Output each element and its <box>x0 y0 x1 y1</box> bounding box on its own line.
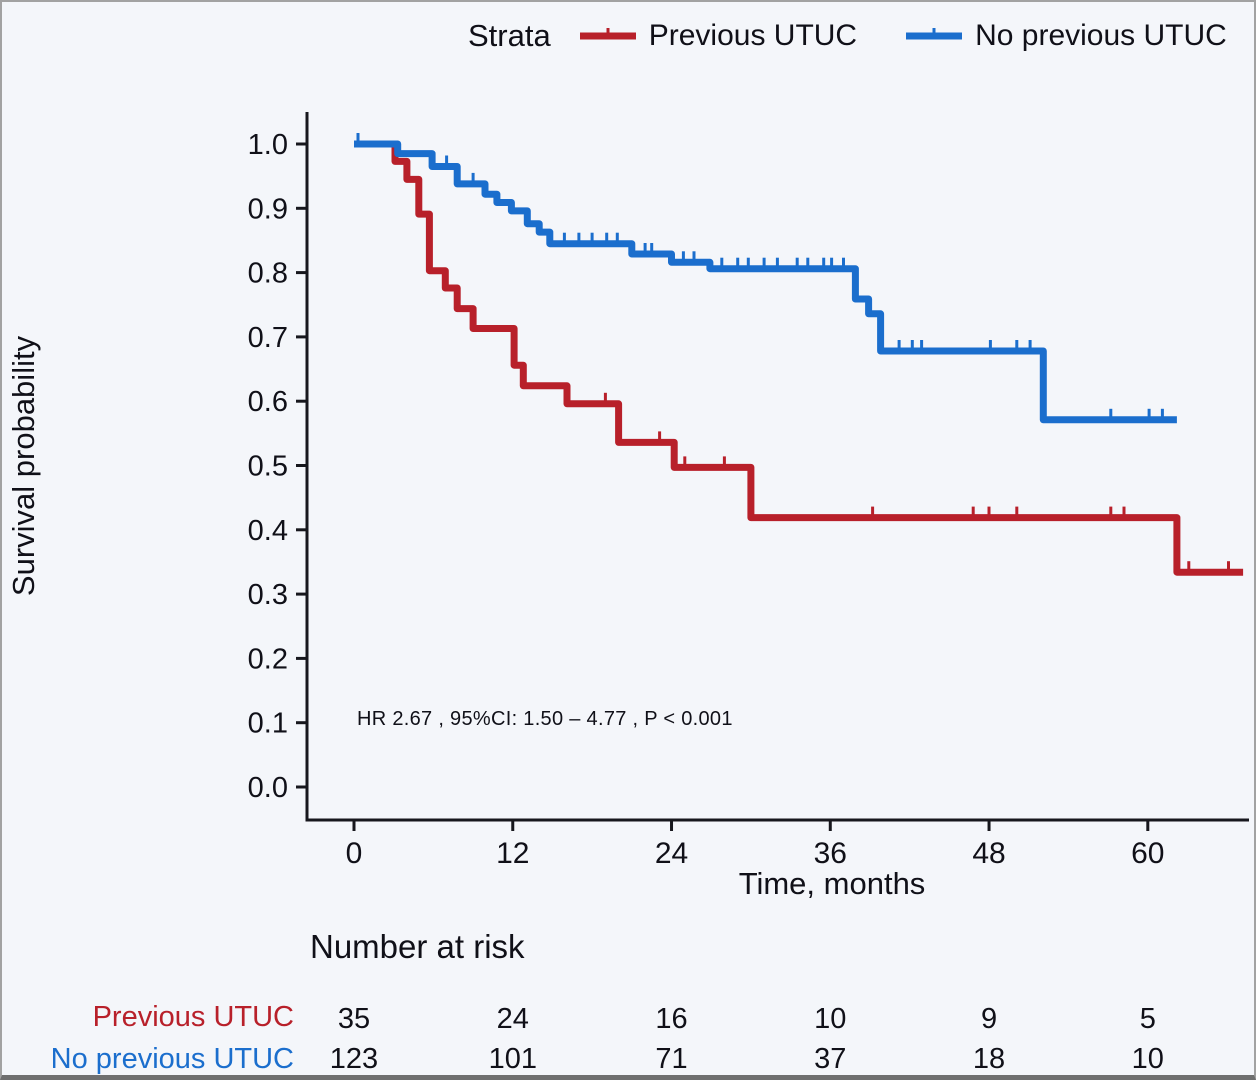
x-tick-label: 60 <box>1131 837 1164 870</box>
legend-title: Strata <box>468 18 551 53</box>
risk-count-previous-utuc: 5 <box>1140 1003 1156 1035</box>
blue-km-line-key-icon <box>906 28 963 40</box>
risk-count-previous-utuc: 9 <box>981 1003 997 1035</box>
risk-count-no-previous-utuc: 37 <box>814 1043 846 1075</box>
y-tick-label: 0.5 <box>248 451 288 483</box>
y-tick-label: 0.6 <box>248 386 288 418</box>
y-tick-label: 0.3 <box>248 579 288 611</box>
risk-row-label-no-previous-utuc: No previous UTUC <box>50 1043 294 1075</box>
red-km-line-key-icon <box>579 28 636 40</box>
legend-label-no-previous-utuc: No previous UTUC <box>975 19 1227 52</box>
risk-count-no-previous-utuc: 101 <box>489 1043 537 1075</box>
y-tick-label: 0.1 <box>248 708 288 740</box>
y-tick-label: 0.0 <box>248 772 288 804</box>
risk-count-no-previous-utuc: 123 <box>330 1043 378 1075</box>
x-tick-label: 12 <box>496 837 529 870</box>
risk-count-no-previous-utuc: 10 <box>1132 1043 1164 1075</box>
x-tick-label: 48 <box>972 837 1005 870</box>
risk-count-no-previous-utuc: 18 <box>973 1043 1005 1075</box>
legend: Strata Previous UTUC No previous UTUC <box>468 12 1227 60</box>
axis-lines <box>305 112 1249 822</box>
risk-row-label-previous-utuc: Previous UTUC <box>92 1001 294 1033</box>
y-tick-label: 0.9 <box>248 193 288 225</box>
legend-item-no-previous-utuc: No previous UTUC <box>905 19 1227 53</box>
x-axis-title: Time, months <box>738 866 926 901</box>
y-tick-label: 1.0 <box>248 129 288 161</box>
risk-table-title: Number at risk <box>310 928 525 965</box>
x-tick-label: 0 <box>346 837 363 870</box>
y-tick-label: 0.8 <box>248 258 288 290</box>
x-tick-label: 24 <box>655 837 688 870</box>
km-curve-previous-utuc <box>354 140 1244 576</box>
risk-count-previous-utuc: 10 <box>814 1003 846 1035</box>
y-tick-label: 0.2 <box>248 643 288 675</box>
hazard-ratio-annotation: HR 2.67 , 95%CI: 1.50 – 4.77 , P < 0.001 <box>357 708 733 730</box>
y-tick-label: 0.4 <box>248 515 288 547</box>
risk-count-previous-utuc: 35 <box>338 1003 370 1035</box>
km-curve-no-previous-utuc <box>354 140 1177 424</box>
risk-count-no-previous-utuc: 71 <box>655 1043 687 1075</box>
x-tick-label: 36 <box>814 837 847 870</box>
legend-item-previous-utuc: Previous UTUC <box>579 19 857 53</box>
legend-label-previous-utuc: Previous UTUC <box>648 19 858 52</box>
risk-count-previous-utuc: 24 <box>497 1003 529 1035</box>
y-axis-title: Survival probability <box>6 335 41 597</box>
y-tick-label: 0.7 <box>248 322 288 354</box>
risk-count-previous-utuc: 16 <box>655 1003 687 1035</box>
